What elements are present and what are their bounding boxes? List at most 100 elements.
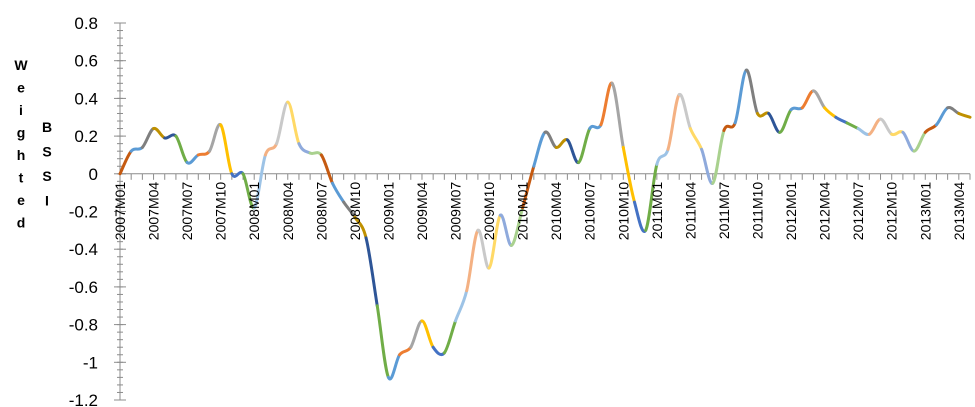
y-axis-label-outer-letter: d	[17, 215, 26, 231]
series-segment	[185, 153, 200, 165]
series-segment	[632, 200, 648, 234]
x-tick-label: 2009M10	[481, 182, 497, 241]
x-tick-label: 2007M10	[213, 182, 229, 241]
series-segment	[767, 111, 782, 134]
x-tick-label: 2012M07	[850, 182, 866, 241]
series-segment	[465, 228, 480, 293]
series-segment	[532, 130, 547, 168]
series-segment	[957, 111, 972, 119]
y-axis-label-outer-letter: g	[17, 125, 26, 141]
series-segment	[275, 100, 290, 146]
x-tick-label: 2013M01	[917, 182, 933, 241]
series-segment	[565, 138, 581, 164]
x-tick-label: 2010M01	[515, 182, 531, 241]
series-segment	[588, 123, 603, 131]
series-segment	[856, 127, 871, 136]
series-segment	[666, 93, 681, 151]
x-tick-label: 2012M01	[783, 182, 799, 241]
x-tick-label: 2007M04	[146, 182, 162, 241]
x-tick-label: 2011M01	[649, 182, 665, 240]
y-axis: 0.8 0.6 0.4 0.2 0 -0.2 -0.4 -0.6 -0.8 -1 -1.2	[69, 14, 126, 407]
series-segment	[297, 142, 312, 155]
y-axis-label-outer-letter: h	[17, 147, 26, 163]
y-axis-label-inner-letter: S	[42, 168, 51, 184]
series-segment	[867, 117, 883, 136]
series-segment	[331, 181, 346, 204]
series-line	[118, 68, 972, 381]
y-tick-label: 0	[89, 165, 98, 184]
y-tick-label: -1	[83, 353, 98, 372]
series-segment	[364, 236, 379, 308]
series-segment	[688, 127, 704, 151]
x-tick-label: 2009M04	[414, 182, 430, 241]
series-segment	[129, 145, 144, 153]
series-segment	[342, 200, 357, 219]
series-segment	[442, 319, 458, 355]
series-segment	[644, 162, 659, 232]
y-tick-label: -0.6	[69, 278, 98, 297]
series-segment	[319, 153, 334, 185]
x-tick-label: 2008M01	[246, 182, 262, 241]
y-axis-label-outer-letter: i	[19, 102, 23, 118]
series-segment	[778, 108, 793, 134]
series-segment	[744, 68, 759, 115]
y-tick-label: 0.4	[74, 89, 98, 108]
series-segment	[498, 213, 513, 247]
x-tick-label: 2010M04	[548, 182, 564, 241]
x-tick-label: 2010M07	[582, 182, 598, 241]
x-tick-label: 2007M01	[112, 182, 128, 241]
series-segment	[912, 130, 927, 153]
series-segment	[823, 106, 838, 119]
x-tick-label: 2008M07	[313, 182, 329, 241]
series-segment	[789, 106, 804, 112]
series-segment	[621, 145, 636, 204]
series-segment	[901, 130, 916, 153]
series-segment	[834, 115, 849, 125]
y-axis-label-inner-letter: B	[42, 119, 52, 135]
y-tick-label: 0.2	[74, 127, 98, 146]
series-segment	[934, 106, 950, 127]
series-segment	[118, 149, 133, 176]
series-segment	[454, 289, 469, 323]
series-segment	[756, 111, 771, 118]
series-segment	[521, 164, 536, 210]
x-tick-label: 2011M07	[716, 182, 732, 240]
series-segment	[207, 123, 223, 153]
y-tick-label: -1.2	[69, 391, 98, 407]
y-tick-label: -0.2	[69, 203, 98, 222]
series-segment	[420, 319, 435, 349]
x-axis	[119, 173, 971, 180]
series-segment	[677, 93, 692, 131]
x-tick-label: 2010M10	[615, 182, 631, 241]
x-tick-label: 2008M10	[347, 182, 363, 241]
series-segment	[487, 213, 502, 270]
series-segment	[554, 138, 569, 149]
series-segment	[286, 100, 301, 146]
series-segment	[655, 147, 670, 166]
series-segment	[811, 89, 827, 110]
y-tick-label: -0.8	[69, 316, 98, 335]
series-segment	[140, 127, 156, 149]
series-segment	[599, 81, 614, 127]
series-segment	[711, 128, 726, 185]
y-axis-label-outer-letter: e	[17, 80, 25, 96]
x-tick-label: 2008M04	[280, 182, 296, 241]
x-tick-label: 2013M04	[951, 182, 967, 241]
series-segment	[398, 345, 413, 357]
series-segment	[409, 319, 424, 349]
series-segment	[946, 105, 961, 115]
series-segment	[219, 123, 234, 176]
series-segment	[375, 304, 390, 379]
series-segment	[722, 121, 737, 132]
series-segment	[386, 353, 402, 381]
series-segment	[196, 149, 211, 157]
series-segment	[431, 345, 446, 357]
series-segment	[733, 68, 748, 125]
y-tick-label: 0.6	[74, 52, 98, 71]
y-axis-label-outer-letter: W	[14, 57, 28, 73]
y-tick-label: -0.4	[69, 240, 98, 259]
series-segment	[610, 81, 625, 149]
